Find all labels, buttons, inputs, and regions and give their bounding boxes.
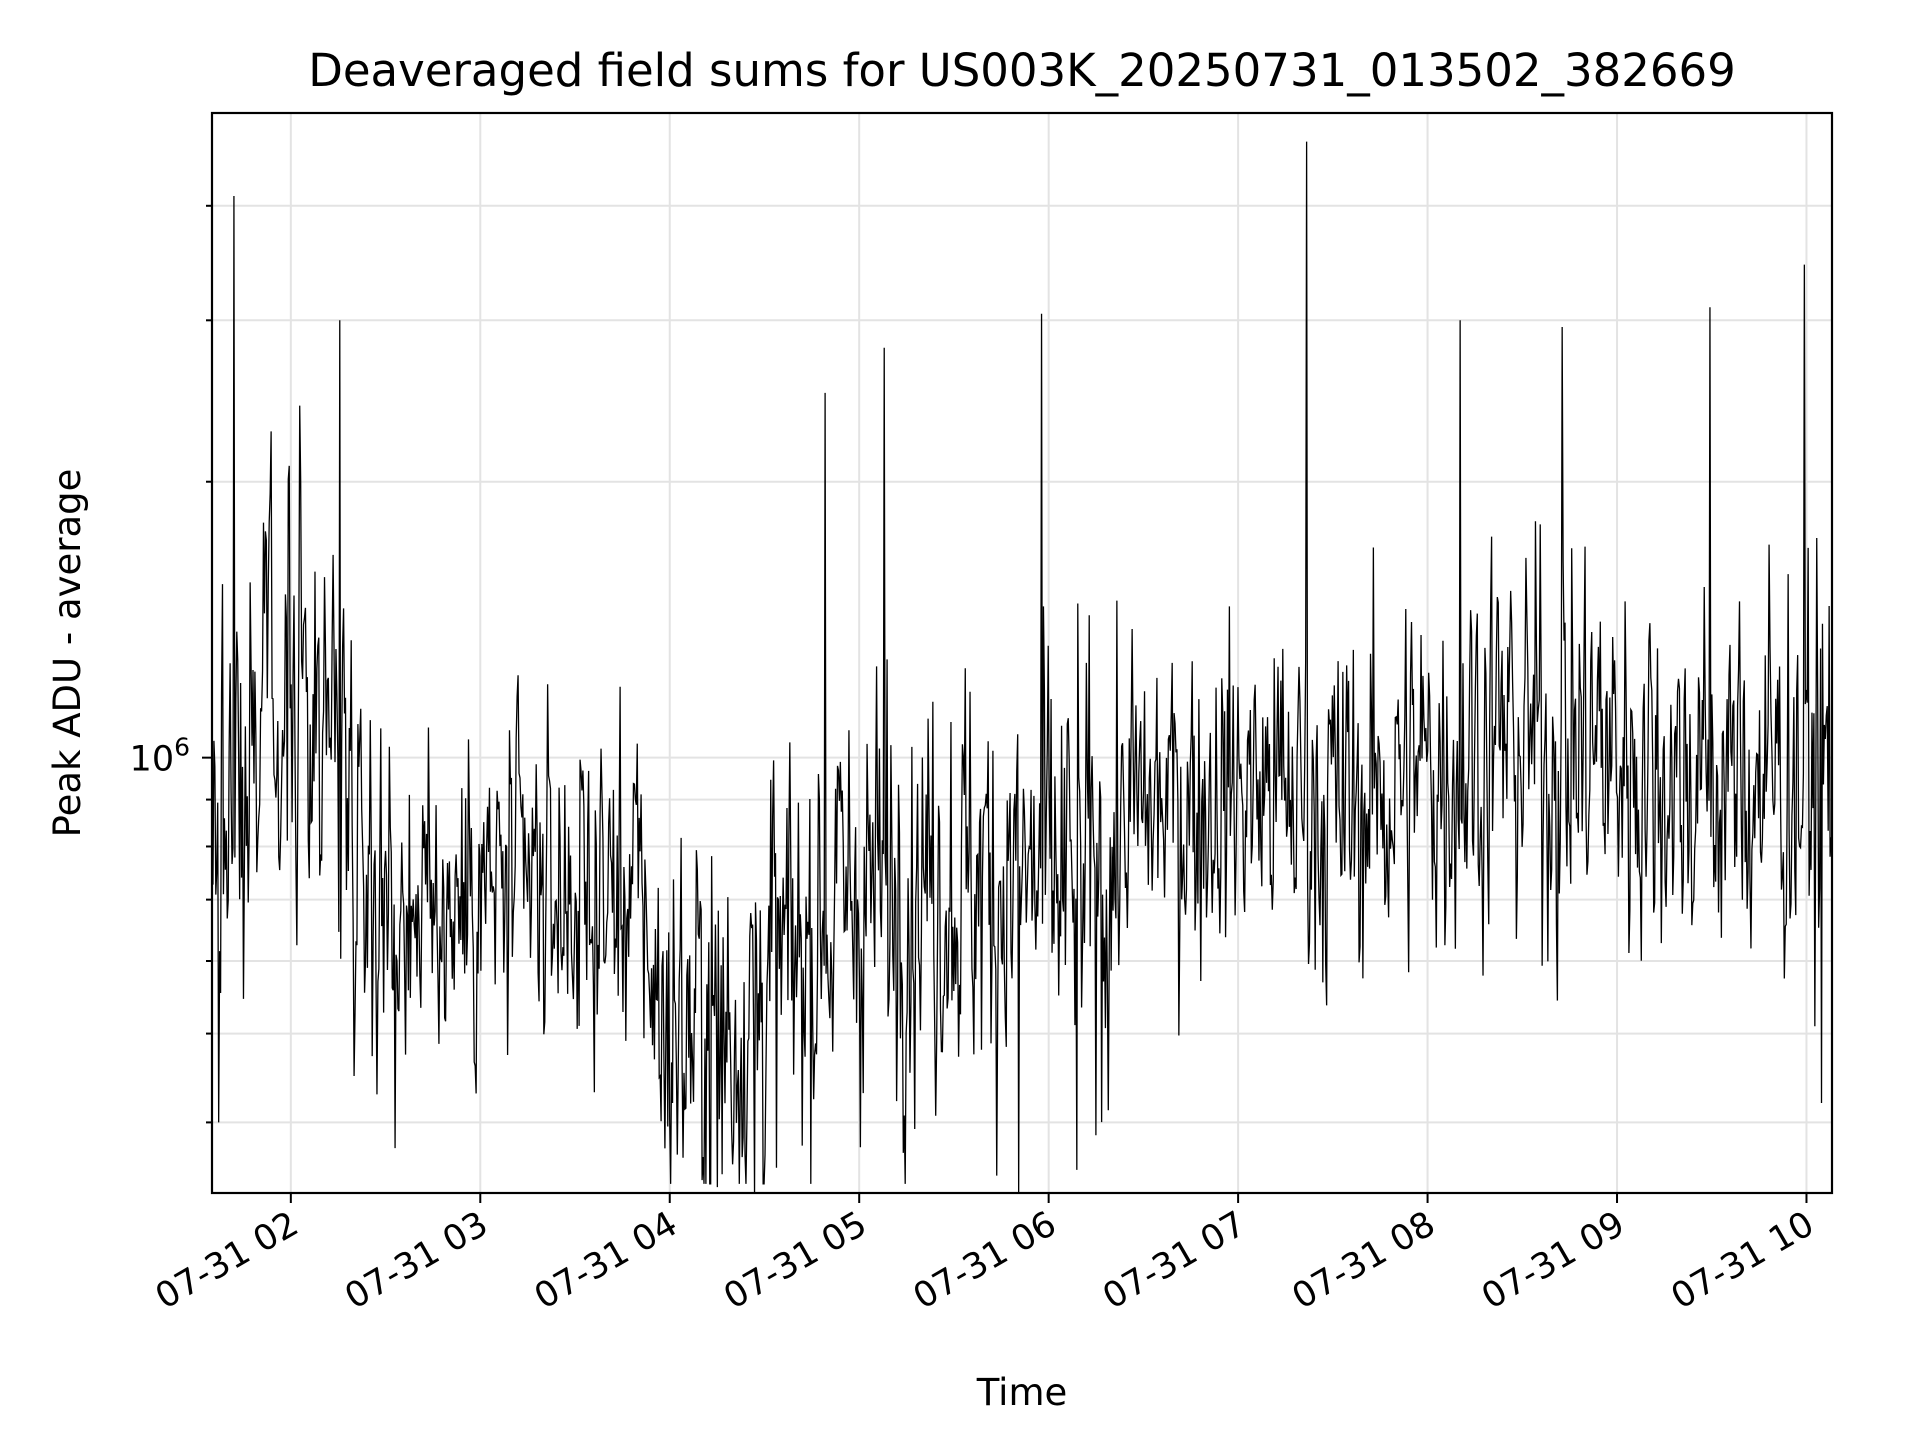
plot-frame — [210, 111, 1834, 1195]
chart-title: Deaveraged field sums for US003K_2025073… — [308, 44, 1736, 97]
y-tick-label: 106 — [130, 733, 190, 780]
grid-layer — [212, 113, 1832, 1193]
y-axis-label: Peak ADU - average — [46, 469, 89, 838]
x-axis-label: Time — [976, 1371, 1068, 1414]
series-layer — [211, 141, 1833, 1194]
series-line — [211, 141, 1833, 1194]
